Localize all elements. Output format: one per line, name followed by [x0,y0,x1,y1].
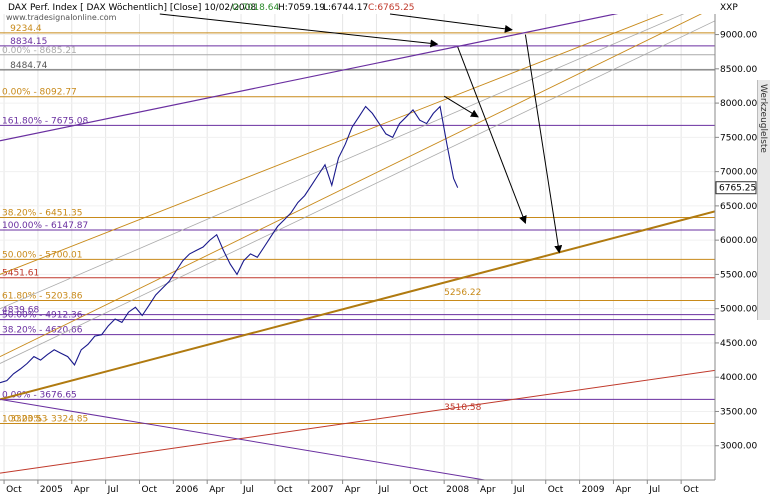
forecast-arrow [159,13,439,48]
level-label: 9234.4 [10,24,42,34]
forecast-arrow [389,13,513,33]
y-tick-label: 9000.00 [720,31,757,41]
level-label: 161.80% - 7675.08 [2,116,89,126]
level-label: 100.00% - 3324.85 [2,414,88,424]
level-label: 0.00% - 3676.65 [2,390,77,400]
header-close: C:6765.25 [368,3,415,13]
y-tick-label: 8500.00 [720,65,757,75]
y-tick-label: 5500.00 [720,270,757,280]
x-tick-label: Oct [277,485,293,495]
x-tick-label: Jul [377,485,389,495]
last-price-label: 6765.25 [719,184,756,194]
level-label: 5451.61 [2,269,39,279]
x-tick-label: Oct [141,485,157,495]
y-axis-panel [715,14,758,480]
x-tick-label: 2009 [582,485,605,495]
header-open: O:7018.64 [232,3,279,13]
y-tick-label: 6000.00 [720,236,757,246]
x-tick-label: 2008 [446,485,469,495]
x-tick-label: Oct [412,485,428,495]
trendline [0,20,715,364]
trendline [0,210,715,401]
y-tick-label: 8000.00 [720,99,757,109]
annotation-label: 5256.22 [444,288,481,298]
y-tick-label: 7000.00 [720,168,757,178]
level-label: 4839.68 [2,306,39,316]
x-tick-label: Oct [548,485,564,495]
price-series-line [0,105,459,384]
y-tick-label: 3000.00 [720,442,757,452]
level-label: 100.00% - 6147.87 [2,221,88,231]
x-tick-label: Apr [209,485,225,495]
level-label: 38.20% - 4620.66 [2,326,83,336]
level-label: 8834.15 [10,37,47,47]
level-label: 3323.53 [10,414,47,424]
y-tick-label: 4500.00 [720,339,757,349]
trendline [0,14,703,358]
x-tick-label: Jul [648,485,660,495]
forecast-arrow [457,46,527,224]
plot-area [0,14,715,480]
y-tick-label: 7500.00 [720,133,757,143]
x-tick-label: 2006 [175,485,198,495]
header-source: www.tradesignalonline.com [6,13,117,22]
header-symbol: XXP [720,3,738,13]
level-label: 0.00% - 8685.21 [2,46,77,56]
y-tick-label: 4000.00 [720,373,757,383]
forecast-arrow [443,95,479,118]
level-label: 61.80% - 5203.86 [2,291,83,301]
trendline [0,14,664,275]
toolbar-side-tab[interactable]: WerkzeugleIste [757,80,770,320]
last-price-box [715,181,757,195]
header-high: H:7059.19 [278,3,325,13]
y-tick-label: 6500.00 [720,202,757,212]
header-title: DAX Perf. Index [ DAX Wöchentlich] [Clos… [8,3,256,13]
y-tick-label: 5000.00 [720,305,757,315]
y-tick-label: 3500.00 [720,407,757,417]
level-label: 50.00% - 4912.36 [2,311,83,321]
trendline [0,14,619,142]
x-tick-label: Jul [513,485,525,495]
x-tick-label: Oct [683,485,699,495]
trendline [0,14,685,310]
annotation-label: 3510.58 [444,403,481,413]
x-tick-label: 2005 [40,485,63,495]
level-label: 50.00% - 5700.01 [2,250,83,260]
level-label: 38.20% - 6451.35 [2,209,83,219]
x-tick-label: Apr [480,485,496,495]
x-tick-label: Apr [615,485,631,495]
x-tick-label: 2007 [311,485,334,495]
x-tick-label: Jul [107,485,119,495]
x-tick-label: Jul [242,485,254,495]
x-tick-label: Oct [6,485,22,495]
level-label: 0.00% - 8092.77 [2,88,77,98]
x-axis-panel [0,480,770,495]
header-low: L:6744.17 [323,3,368,13]
toolbar-side-tab-label: WerkzeugleIste [758,84,768,153]
trendline [0,398,485,480]
x-tick-label: Apr [345,485,361,495]
x-tick-label: Apr [74,485,90,495]
forecast-arrow [524,34,563,254]
level-label: 8484.74 [10,61,47,71]
trendline [0,369,715,474]
